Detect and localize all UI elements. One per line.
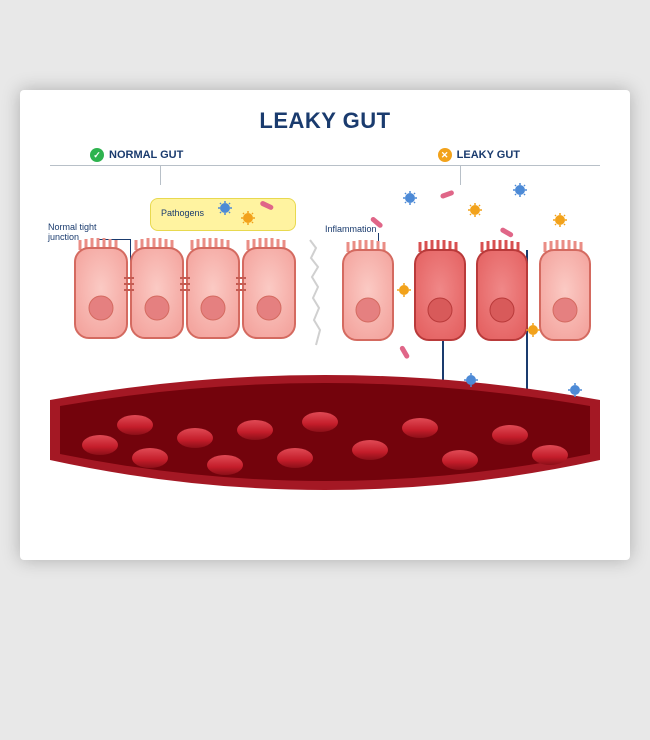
diagram-svg <box>20 90 630 560</box>
diagram-frame: LEAKY GUT ✓ NORMAL GUT ✕ LEAKY GUT Patho… <box>20 90 630 560</box>
cell-inflamed <box>415 240 465 340</box>
torn-divider <box>310 240 320 345</box>
cell-inflamed <box>477 240 527 340</box>
cells-normal <box>75 238 295 338</box>
cells-leaky <box>343 240 590 340</box>
